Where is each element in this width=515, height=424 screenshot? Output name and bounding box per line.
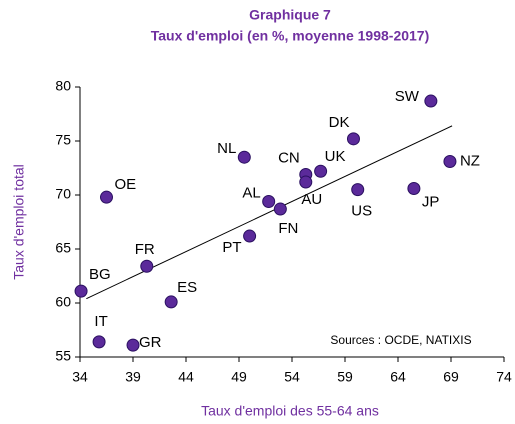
y-tick-label: 60: [55, 294, 71, 310]
chart-title: Graphique 7: [249, 7, 331, 23]
point: [92, 335, 106, 349]
point: [126, 338, 140, 352]
source-note: Sources : OCDE, NATIXIS: [330, 333, 471, 347]
chart-subtitle: Taux d'emploi (en %, moyenne 1998-2017): [151, 28, 430, 44]
point-label: IT: [94, 313, 107, 330]
point: [299, 175, 313, 189]
point: [237, 150, 251, 164]
point-label: CN: [278, 149, 300, 166]
point-label: US: [351, 203, 372, 220]
x-tick-label: 49: [231, 369, 247, 385]
point: [443, 155, 457, 169]
point-label: OE: [115, 176, 137, 193]
x-tick-label: 69: [443, 369, 459, 385]
point: [351, 183, 365, 197]
point-label: ES: [177, 279, 197, 296]
point-label: FR: [135, 241, 155, 258]
point-label: AU: [301, 191, 322, 208]
point-label: NL: [217, 140, 236, 157]
x-tick-label: 59: [337, 369, 353, 385]
y-axis-label: Taux d'emploi total: [11, 164, 27, 280]
point: [314, 164, 328, 178]
point-label: DK: [329, 114, 350, 131]
point: [164, 295, 178, 309]
point-label: NZ: [460, 152, 480, 169]
point-label: GR: [139, 334, 162, 351]
x-tick-label: 34: [72, 369, 88, 385]
point-label: AL: [242, 184, 260, 201]
x-tick-label: 54: [284, 369, 300, 385]
x-tick-label: 39: [125, 369, 141, 385]
x-tick-label: 64: [390, 369, 406, 385]
point-label: JP: [422, 193, 440, 210]
point: [100, 190, 113, 204]
point-label: FN: [278, 220, 298, 237]
trend-line: [86, 125, 453, 300]
y-tick-label: 80: [55, 78, 71, 94]
point: [407, 182, 421, 196]
point: [262, 194, 276, 208]
x-tick-label: 74: [496, 369, 512, 385]
annotation-box: [318, 330, 484, 352]
point: [140, 259, 154, 273]
x-axis-label: Taux d'emploi des 55-64 ans: [201, 403, 379, 419]
point-label: BG: [89, 266, 111, 283]
point-label: PT: [222, 239, 241, 256]
point-label: UK: [325, 148, 346, 165]
point: [74, 284, 88, 298]
y-tick-label: 65: [55, 240, 71, 256]
point-label: SW: [395, 88, 420, 105]
point: [424, 94, 438, 108]
y-tick-label: 75: [55, 132, 71, 148]
y-tick-label: 55: [55, 348, 71, 364]
point: [273, 202, 287, 216]
x-tick-label: 44: [178, 369, 194, 385]
point: [243, 229, 257, 243]
y-tick-label: 70: [55, 186, 71, 202]
point: [346, 132, 360, 146]
